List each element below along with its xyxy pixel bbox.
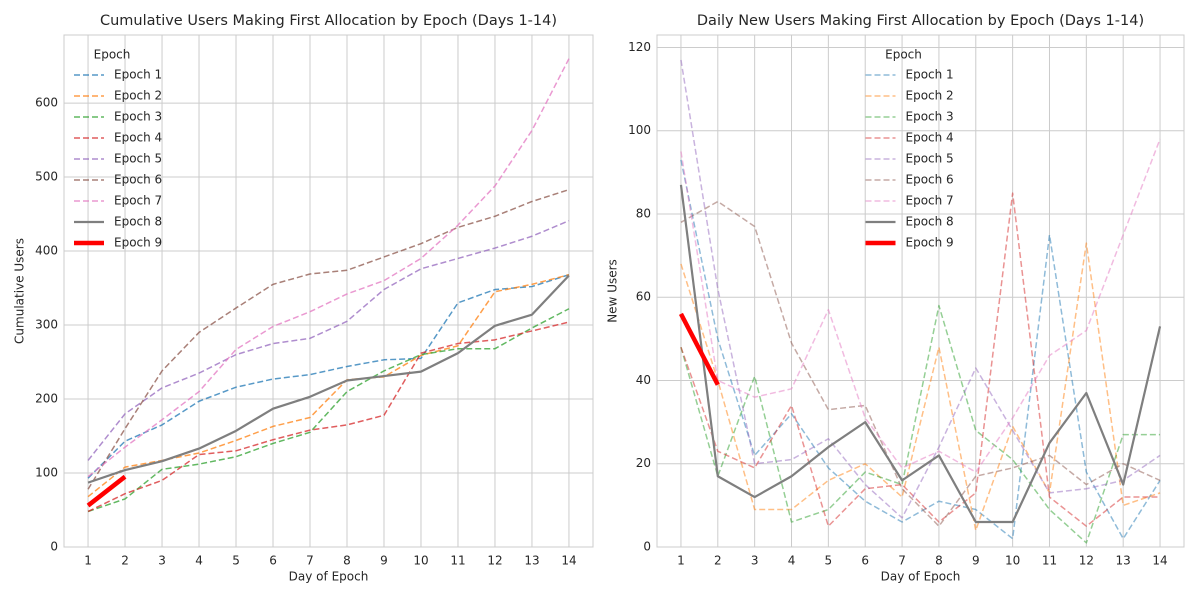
x-tick-label: 8 [343,554,351,568]
x-tick-label: 5 [825,554,833,568]
x-tick-label: 1 [677,554,685,568]
legend-label: Epoch 1 [906,68,954,82]
legend-label: Epoch 2 [906,89,954,103]
legend-label: Epoch 1 [114,68,162,82]
legend-label: Epoch 5 [906,152,954,166]
line [679,184,1162,524]
x-tick-label: 4 [195,554,203,568]
x-tick-label: 9 [380,554,388,568]
x-tick-label: 6 [269,554,277,568]
chart-title: Cumulative Users Making First Allocation… [100,13,557,29]
line [87,274,570,484]
x-tick-label: 10 [413,554,428,568]
y-axis-label: Cumulative Users [13,238,27,344]
line [680,59,1161,519]
x-tick-label: 12 [1079,554,1094,568]
line [87,274,570,479]
legend-label: Epoch 7 [906,194,954,208]
legend-label: Epoch 9 [906,236,954,250]
legend-label: Epoch 2 [114,89,162,103]
line [87,220,570,461]
legend-label: Epoch 7 [114,194,162,208]
y-tick-label: 100 [628,123,651,137]
x-tick-label: 8 [935,554,943,568]
chart-title: Daily New Users Making First Allocation … [697,13,1144,29]
x-tick-label: 11 [1042,554,1057,568]
y-tick-label: 40 [636,373,651,387]
line [680,200,1161,527]
x-tick-label: 6 [861,554,869,568]
x-tick-label: 2 [714,554,722,568]
y-tick-label: 300 [35,318,58,332]
legend-title: Epoch [94,48,131,62]
x-tick-label: 7 [306,554,314,568]
legend-label: Epoch 6 [906,173,954,187]
line [678,312,720,386]
legend-label: Epoch 4 [114,131,162,145]
legend-label: Epoch 3 [114,110,162,124]
y-tick-label: 400 [35,244,58,258]
legend-label: Epoch 9 [114,236,162,250]
line [87,58,570,478]
x-tick-label: 9 [972,554,980,568]
y-tick-label: 500 [35,170,58,184]
x-tick-label: 3 [751,554,759,568]
x-tick-label: 14 [1152,554,1167,568]
legend-label: Epoch 6 [114,173,162,187]
y-tick-label: 60 [636,290,651,304]
y-tick-label: 20 [636,456,651,470]
x-tick-label: 14 [561,554,576,568]
x-tick-label: 12 [487,554,502,568]
x-axis-label: Day of Epoch [881,570,961,584]
legend-label: Epoch 5 [114,152,162,166]
y-tick-label: 80 [636,206,651,220]
line [680,192,1161,527]
x-tick-label: 5 [232,554,240,568]
x-tick-label: 3 [158,554,166,568]
x-tick-label: 13 [524,554,539,568]
x-tick-label: 1 [84,554,92,568]
line [680,242,1161,532]
x-tick-label: 13 [1116,554,1131,568]
y-tick-label: 200 [35,392,58,406]
x-axis-label: Day of Epoch [289,570,369,584]
line [680,304,1161,544]
y-tick-label: 120 [628,40,651,54]
x-tick-label: 4 [788,554,796,568]
line [680,138,1161,473]
x-tick-label: 2 [121,554,129,568]
y-tick-label: 0 [643,540,651,554]
x-tick-label: 10 [1005,554,1020,568]
plot-area [656,34,1185,548]
y-tick-label: 0 [50,540,58,554]
y-tick-label: 600 [35,96,58,110]
x-tick-label: 11 [450,554,465,568]
line [86,474,127,508]
line [87,188,570,490]
legend-label: Epoch 3 [906,110,954,124]
line [87,308,570,513]
legend-label: Epoch 8 [114,215,162,229]
y-axis-label: New Users [606,259,620,323]
legend-title: Epoch [885,48,922,62]
y-tick-label: 100 [35,466,58,480]
x-tick-label: 7 [898,554,906,568]
legend-label: Epoch 8 [906,215,954,229]
legend-label: Epoch 4 [906,131,954,145]
